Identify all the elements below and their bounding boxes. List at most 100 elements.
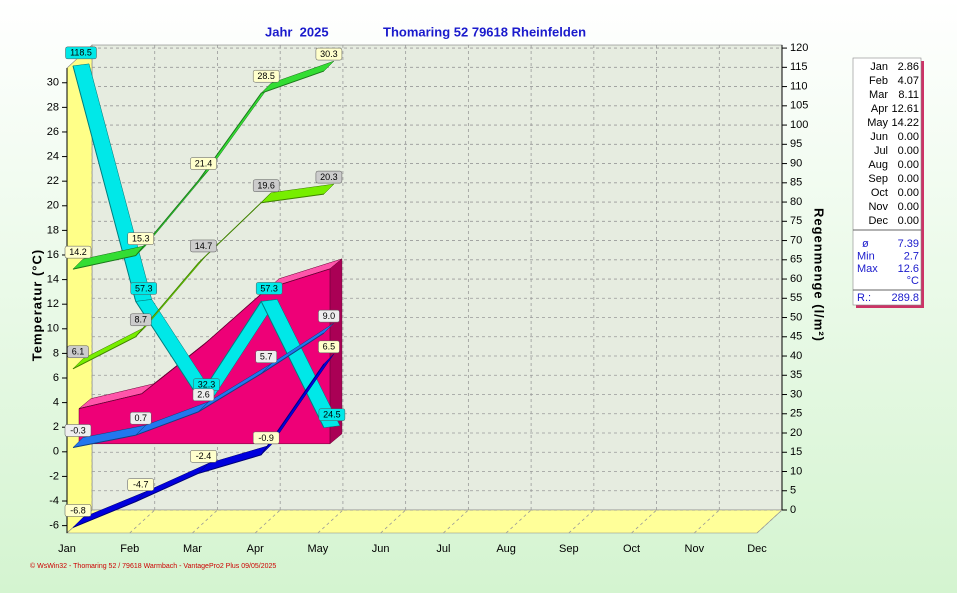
footer: © WsWin32 - Thomaring 52 / 79618 Warmbac… (30, 562, 276, 570)
x-tick-label: Jan (58, 543, 76, 555)
series-line (72, 70, 325, 270)
value-label-box (64, 504, 92, 517)
table-month: Aug (868, 159, 888, 171)
x-tick-label: Nov (685, 543, 705, 555)
table-value: 14.22 (891, 117, 919, 129)
stat-label: Max (857, 263, 878, 275)
y-tick-label: 4 (53, 397, 59, 409)
y2-tick-label: 0 (790, 504, 796, 516)
value-label: 20.3 (320, 172, 338, 182)
value-label-box (318, 309, 340, 323)
table-month: Jul (874, 145, 888, 157)
y-tick-label: -6 (49, 520, 59, 532)
stat-value: 2.7 (904, 250, 919, 262)
value-label-box (192, 388, 215, 402)
value-label: 57.3 (260, 283, 278, 293)
x-tick-label: Feb (120, 543, 139, 555)
y2-tick-label: 25 (790, 408, 802, 420)
y2-tick-label: 120 (790, 42, 808, 54)
value-label: 5.7 (260, 352, 273, 362)
value-label-box (130, 282, 157, 295)
value-label-box (129, 411, 152, 425)
value-label-box (190, 157, 217, 170)
table-month: Jan (870, 61, 888, 73)
y2-tick-label: 40 (790, 350, 802, 362)
stat-value: 12.6 (898, 263, 919, 275)
table-month: Apr (871, 103, 888, 115)
y2-tick-label: 115 (790, 61, 808, 73)
total-label: R.: (857, 292, 871, 304)
x-tick-label: Mar (183, 543, 202, 555)
x-tick-label: Sep (559, 543, 579, 555)
value-label: 15.3 (132, 233, 150, 243)
y-tick-label: 26 (47, 126, 59, 138)
value-label: -0.9 (258, 433, 274, 443)
floor (66, 509, 783, 534)
total-value: 289.8 (891, 292, 919, 304)
y-tick-label: -4 (49, 495, 59, 507)
value-label-box (315, 170, 343, 184)
value-label: 2.6 (197, 390, 210, 400)
value-label-box (190, 450, 217, 463)
x-tick-label: Oct (623, 543, 640, 555)
x-tick-label: May (308, 543, 329, 555)
value-label-box (318, 340, 340, 354)
y-tick-label: 2 (53, 421, 59, 433)
table-value: 0.00 (898, 159, 919, 171)
x-tick-label: Jun (372, 543, 390, 555)
y-tick-label: 12 (47, 298, 59, 310)
value-label: -0.3 (70, 425, 86, 435)
stat-value: 7.39 (898, 238, 919, 250)
y2-axis-label: Regenmenge (l/m²) (812, 208, 827, 342)
value-label-box (255, 350, 277, 363)
stat-label: Min (857, 250, 875, 262)
table-month: Jun (870, 131, 888, 143)
value-label-box (127, 478, 154, 491)
y-tick-label: -2 (49, 470, 59, 482)
y2-tick-label: 20 (790, 427, 802, 439)
x-tick-label: Jul (436, 543, 450, 555)
series-line (72, 363, 325, 528)
y2-tick-label: 30 (790, 388, 802, 400)
table-month: Dec (868, 215, 888, 227)
value-label: 6.1 (72, 347, 85, 357)
table-value: 0.00 (898, 145, 919, 157)
y2-tick-label: 70 (790, 234, 802, 246)
series-line (72, 332, 325, 448)
value-label: 32.3 (198, 380, 216, 390)
value-label: 21.4 (195, 158, 213, 168)
value-label-box (127, 232, 154, 245)
value-label: 8.7 (134, 315, 147, 325)
y2-tick-label: 55 (790, 292, 802, 304)
value-label-box (252, 431, 280, 445)
value-label-box (255, 282, 283, 295)
area-line (78, 268, 331, 410)
table-month: Mar (869, 89, 888, 101)
x-tick-label: Aug (496, 543, 516, 555)
value-label-box (64, 424, 92, 437)
y2-tick-label: 65 (790, 254, 802, 266)
y2-tick-label: 100 (790, 119, 808, 131)
y-tick-label: 14 (47, 273, 59, 285)
y2-tick-label: 10 (790, 465, 802, 477)
chart-subtitle: Thomaring 52 79618 Rheinfelden (383, 24, 586, 39)
table-value: 0.00 (898, 131, 919, 143)
value-label-box (315, 47, 343, 61)
value-label: 30.3 (320, 49, 338, 59)
y2-tick-label: 90 (790, 157, 802, 169)
value-label: -6.8 (70, 505, 86, 515)
value-label-box (64, 245, 92, 259)
x-tick-label: Dec (747, 543, 767, 555)
stat-label: ø (862, 238, 869, 250)
y-axis-label: Temperatur (°C) (29, 249, 44, 361)
x-tick-label: Apr (247, 543, 264, 555)
summary-table (852, 57, 922, 306)
value-label-box (67, 345, 89, 359)
stat-unit: °C (907, 275, 919, 287)
table-month: Feb (869, 75, 888, 87)
y2-tick-label: 50 (790, 311, 802, 323)
value-label-box (252, 69, 280, 83)
value-label: -4.7 (133, 480, 149, 490)
value-label-box (65, 46, 97, 60)
y-tick-label: 30 (47, 77, 59, 89)
